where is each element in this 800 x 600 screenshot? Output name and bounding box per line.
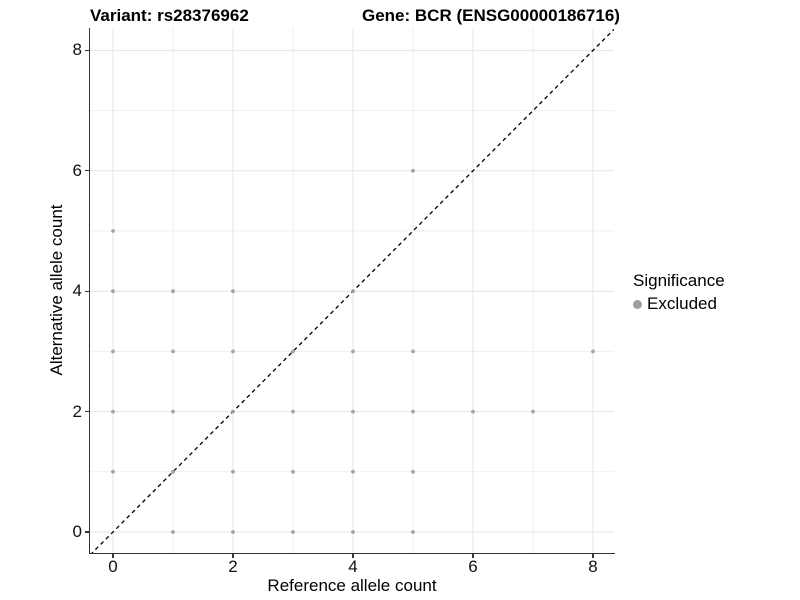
plot-title-variant: Variant: rs28376962 [90, 6, 249, 25]
data-point [171, 349, 175, 354]
plot-panel [90, 28, 614, 553]
y-axis-tick [85, 170, 89, 172]
y-tick-label: 0 [72, 522, 82, 541]
y-tick-label: 8 [72, 40, 82, 60]
x-axis-title: Reference allele count [267, 576, 437, 595]
data-point [411, 530, 415, 534]
data-point [231, 530, 235, 534]
plot-canvas [90, 28, 614, 553]
y-axis-tick [85, 290, 89, 292]
legend-key-dot-icon [633, 299, 642, 309]
data-point [591, 349, 595, 354]
data-point [351, 349, 355, 354]
y-tick-label: 2 [72, 401, 82, 421]
data-point [411, 349, 415, 354]
data-point [171, 409, 175, 414]
data-point [231, 349, 235, 354]
data-point [351, 469, 355, 474]
data-point [171, 469, 175, 474]
data-point [291, 349, 295, 354]
x-tick-label: 0 [108, 557, 118, 576]
y-tick-label: 4 [72, 281, 82, 301]
legend-title: Significance [633, 271, 725, 290]
x-axis-tick [592, 554, 594, 558]
y-tick-label: 6 [72, 160, 82, 180]
x-axis-tick [472, 554, 474, 558]
plot-title-gene: Gene: BCR (ENSG00000186716) [362, 6, 620, 25]
data-point [351, 409, 355, 414]
data-point [531, 409, 535, 414]
y-axis-tick [85, 49, 89, 52]
x-tick-label: 6 [468, 557, 478, 576]
x-axis-line [89, 552, 615, 554]
x-axis-tick [352, 554, 354, 558]
data-point [291, 530, 295, 534]
data-point [351, 530, 355, 534]
data-point [111, 409, 115, 414]
data-point [471, 409, 475, 414]
legend-item-label: Excluded [647, 294, 717, 313]
data-point [111, 469, 115, 474]
x-axis-tick [232, 554, 234, 558]
x-axis-tick [112, 554, 114, 558]
data-point [171, 289, 175, 294]
data-point [291, 469, 295, 474]
legend-item-excluded: Excluded [633, 294, 725, 314]
data-point [411, 469, 415, 474]
data-point [171, 530, 175, 534]
x-tick-label: 2 [228, 557, 238, 576]
data-point [411, 168, 415, 173]
y-axis-tick [85, 410, 89, 413]
data-point [291, 409, 295, 414]
data-point [231, 409, 235, 414]
x-tick-label: 8 [588, 557, 598, 576]
data-point [351, 289, 355, 294]
data-point [111, 229, 115, 233]
y-axis-tick [85, 531, 89, 533]
legend: Significance Excluded [633, 271, 725, 314]
data-point [411, 409, 415, 414]
y-axis-title: Alternative allele count [47, 204, 66, 376]
data-point [231, 289, 235, 294]
data-point [231, 469, 235, 474]
y-axis-line [89, 28, 91, 554]
data-point [111, 289, 115, 294]
data-point [111, 349, 115, 354]
x-tick-label: 4 [348, 557, 358, 576]
